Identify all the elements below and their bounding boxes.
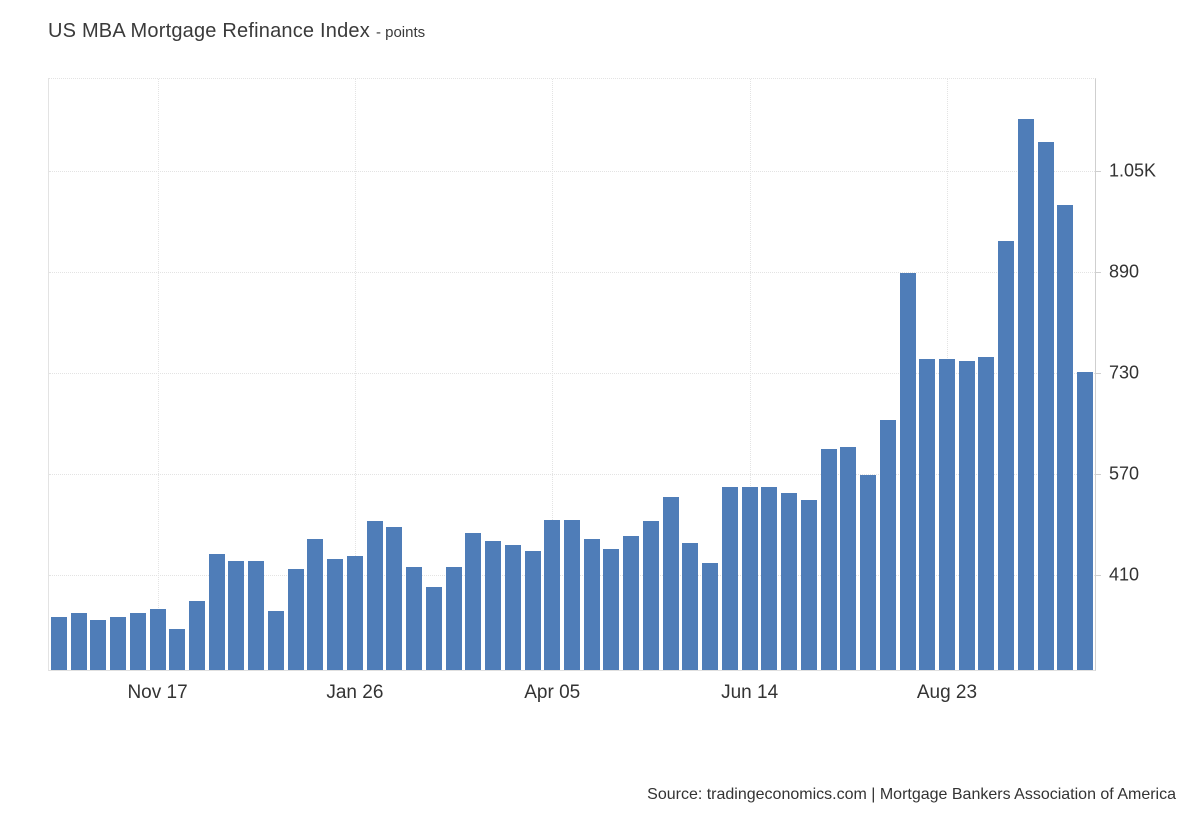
- bar[interactable]: [425, 587, 442, 670]
- bar[interactable]: [169, 628, 186, 670]
- bar[interactable]: [445, 567, 462, 670]
- y-axis-label: 890: [1109, 261, 1140, 282]
- y-axis-label: 730: [1109, 362, 1140, 383]
- x-axis-label: Nov 17: [127, 682, 188, 703]
- x-gridline: [354, 79, 356, 670]
- bar[interactable]: [741, 486, 758, 670]
- bar[interactable]: [761, 486, 778, 670]
- bar[interactable]: [327, 558, 344, 670]
- bar[interactable]: [228, 560, 245, 670]
- bar[interactable]: [504, 544, 521, 670]
- chart-header: US MBA Mortgage Refinance Index - points: [48, 20, 425, 43]
- bar[interactable]: [998, 241, 1015, 670]
- bar[interactable]: [70, 612, 87, 670]
- bar[interactable]: [721, 486, 738, 670]
- bar[interactable]: [189, 600, 206, 670]
- x-axis-label: Jan 26: [326, 682, 384, 703]
- bar[interactable]: [149, 608, 166, 670]
- bar[interactable]: [1037, 141, 1054, 670]
- x-gridline: [157, 79, 159, 670]
- chart-subtitle-units: - points: [375, 24, 426, 41]
- bar[interactable]: [366, 521, 383, 670]
- bar[interactable]: [662, 497, 679, 670]
- bar[interactable]: [860, 474, 877, 670]
- bar[interactable]: [820, 449, 837, 670]
- y-gridline: [49, 372, 1095, 374]
- bar[interactable]: [465, 532, 482, 670]
- bar[interactable]: [346, 555, 363, 670]
- x-axis-label: Apr 05: [524, 682, 581, 703]
- bar[interactable]: [899, 272, 916, 670]
- bar[interactable]: [1057, 205, 1074, 670]
- y-gridline: [49, 170, 1095, 172]
- bar[interactable]: [919, 358, 936, 670]
- x-gridline: [552, 79, 554, 670]
- y-gridline: [49, 473, 1095, 475]
- x-axis-label: Jun 14: [721, 682, 779, 703]
- bar[interactable]: [129, 612, 146, 670]
- bar[interactable]: [583, 539, 600, 670]
- bar[interactable]: [485, 541, 502, 670]
- chart-title: US MBA Mortgage Refinance Index: [48, 20, 370, 42]
- bar[interactable]: [958, 360, 975, 670]
- bar[interactable]: [524, 550, 541, 670]
- bar[interactable]: [50, 616, 67, 670]
- bar[interactable]: [110, 616, 127, 670]
- y-axis-label: 1.05K: [1109, 160, 1157, 181]
- bar[interactable]: [267, 610, 284, 670]
- bar[interactable]: [800, 500, 817, 670]
- bar[interactable]: [564, 520, 580, 670]
- y-gridline: [49, 271, 1095, 273]
- bar[interactable]: [406, 567, 423, 670]
- bar[interactable]: [978, 356, 995, 670]
- x-axis-label: Aug 23: [916, 682, 978, 703]
- y-axis-tick: [1096, 574, 1101, 576]
- bar[interactable]: [386, 526, 403, 670]
- bar[interactable]: [208, 554, 225, 670]
- y-axis-label: 570: [1109, 463, 1140, 484]
- bar[interactable]: [840, 447, 857, 670]
- bar[interactable]: [307, 539, 324, 670]
- y-axis-tick: [1096, 372, 1101, 374]
- bar[interactable]: [248, 560, 265, 670]
- bar[interactable]: [938, 358, 955, 670]
- bar[interactable]: [1017, 118, 1034, 670]
- bar[interactable]: [623, 535, 640, 670]
- y-axis-label: 410: [1109, 564, 1140, 585]
- bar[interactable]: [603, 548, 620, 670]
- bar[interactable]: [90, 620, 107, 670]
- bar[interactable]: [702, 563, 719, 670]
- bar[interactable]: [879, 419, 896, 670]
- bar[interactable]: [1077, 371, 1094, 670]
- y-axis-tick: [1096, 170, 1101, 172]
- y-axis-tick: [1096, 473, 1101, 475]
- plot-area: 410 570 730 890 1.05K Nov 17 Jan 26 Apr 05 Jun 1…: [48, 78, 1156, 703]
- source-credit: Source: tradingeconomics.com | Mortgage …: [647, 786, 1176, 803]
- bar[interactable]: [642, 521, 659, 670]
- bar[interactable]: [287, 568, 304, 670]
- x-gridline: [749, 79, 751, 670]
- bar[interactable]: [781, 493, 798, 670]
- y-axis-tick: [1096, 271, 1101, 273]
- bar[interactable]: [682, 543, 699, 670]
- bar[interactable]: [544, 520, 561, 670]
